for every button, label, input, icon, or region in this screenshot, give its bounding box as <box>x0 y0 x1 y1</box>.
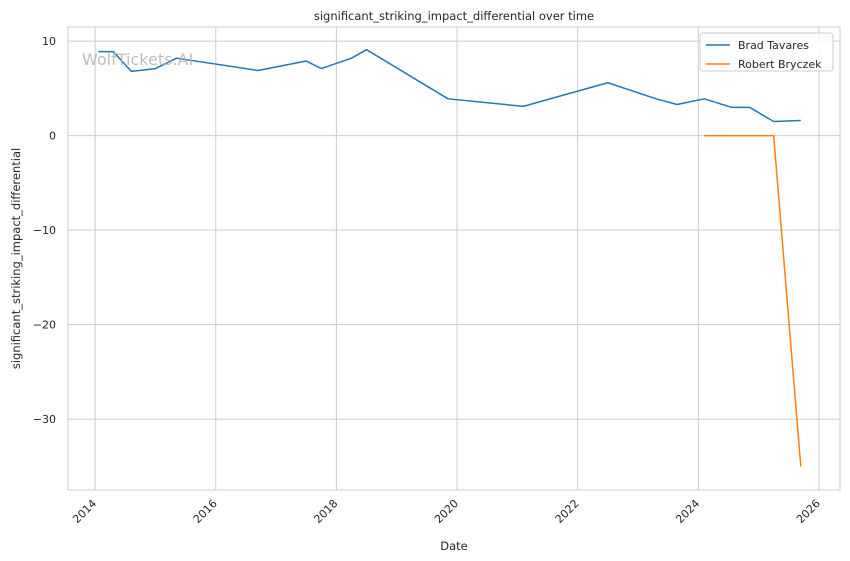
legend: Brad Tavares Robert Bryczek <box>699 32 834 72</box>
y-tick-label: −30 <box>33 413 56 426</box>
y-tick-label: −10 <box>33 224 56 237</box>
watermark: WolfTickets.AI <box>82 50 193 69</box>
x-axis-title: Date <box>440 539 468 553</box>
x-tick-label: 2026 <box>794 497 823 526</box>
x-tick-label: 2014 <box>70 497 99 526</box>
legend-box <box>699 32 834 72</box>
series-line-robert-bryczek <box>704 134 802 467</box>
plot-frame <box>67 26 841 491</box>
y-tick-label: 0 <box>49 130 56 143</box>
chart-title: significant_striking_impact_differential… <box>314 9 594 23</box>
x-tick-label: 2024 <box>673 497 702 526</box>
series-line-brad-tavares <box>98 48 801 123</box>
legend-label: Brad Tavares <box>738 39 809 52</box>
x-tick-label: 2018 <box>311 497 340 526</box>
y-axis-title: significant_striking_impact_differential <box>9 148 23 369</box>
plot-background <box>68 27 840 490</box>
x-tick-label: 2020 <box>432 497 461 526</box>
y-tick-label: 10 <box>42 35 56 48</box>
series-lines <box>98 48 802 467</box>
legend-label: Robert Bryczek <box>738 58 822 71</box>
y-tick-label: −20 <box>33 319 56 332</box>
x-tick-label: 2022 <box>553 497 582 526</box>
x-tick-label: 2016 <box>191 497 220 526</box>
